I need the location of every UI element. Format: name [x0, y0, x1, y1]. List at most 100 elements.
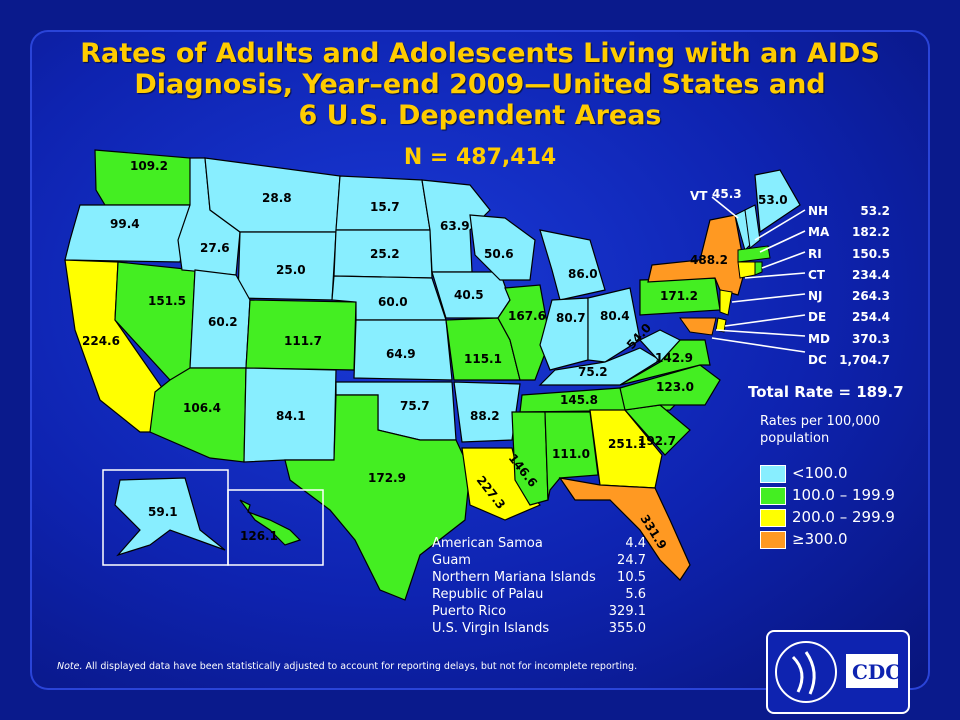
legend-label-3: ≥300.0	[792, 530, 848, 548]
state-CT	[737, 261, 756, 279]
total-count: N = 487,414	[403, 145, 557, 170]
state-value-KY: 75.2	[578, 365, 608, 379]
state-IN	[539, 297, 589, 371]
state-value-OR: 99.4	[110, 217, 140, 231]
state-TX	[284, 394, 471, 601]
area-row: American Samoa 4.4	[432, 536, 646, 551]
state-value-MI: 86.0	[568, 267, 598, 281]
state-value-MT: 28.8	[262, 191, 292, 205]
ne-row-NH: NH 53.2	[808, 204, 890, 218]
state-value-AZ: 106.4	[183, 401, 221, 415]
state-value-MO: 115.1	[464, 352, 502, 366]
state-MD	[679, 317, 717, 336]
state-MS	[511, 411, 549, 506]
ne-row-DE: DE 254.4	[808, 310, 890, 325]
ne-row-RI: RI 150.5	[808, 246, 890, 261]
state-MA	[737, 245, 771, 263]
title-line-1: Rates of Adults and Adolescents Living w…	[80, 38, 880, 69]
state-value-ME: 53.0	[758, 193, 788, 207]
vt-abbr: VT	[690, 189, 708, 203]
state-value-ND: 15.7	[370, 200, 400, 214]
ne-row-CT: CT 234.4	[808, 267, 890, 282]
state-value-WY: 25.0	[276, 263, 306, 277]
state-NY	[647, 214, 746, 296]
state-WI	[469, 214, 536, 281]
title-line-3: 6 U.S. Dependent Areas	[298, 100, 662, 131]
ne-row-DC: DC 1,704.7	[808, 353, 890, 368]
state-value-CO: 111.7	[284, 334, 322, 348]
state-DE	[715, 317, 727, 333]
state-value-MN: 63.9	[440, 219, 470, 233]
state-value-ID: 27.6	[200, 241, 230, 255]
area-row: U.S. Virgin Islands 355.0	[432, 621, 646, 636]
state-value-UT: 60.2	[208, 315, 238, 329]
state-value-AK: 59.1	[148, 505, 178, 519]
state-value-GA: 251.1	[608, 437, 646, 451]
state-value-NY: 488.2	[690, 253, 728, 267]
state-OH	[587, 287, 641, 363]
state-value-NV: 151.5	[148, 294, 186, 308]
state-value-AL: 111.0	[552, 447, 590, 461]
map-title: Rates of Adults and Adolescents Living w…	[0, 38, 960, 131]
state-AR	[453, 381, 521, 443]
area-row: Guam 24.7	[432, 553, 646, 568]
state-value-OH: 80.4	[600, 309, 630, 323]
state-value-AR: 88.2	[470, 409, 500, 423]
state-KS	[353, 319, 453, 381]
northeast-list: NH 53.2 MA 182.2 RI 150.5 CT 234.4 NJ 264.3 DE 254.…	[808, 204, 890, 374]
state-value-IL: 167.6	[508, 309, 546, 323]
state-NJ	[719, 289, 733, 316]
state-WV	[639, 329, 681, 363]
state-LA	[461, 447, 541, 521]
state-value-SC: 192.7	[638, 434, 676, 448]
state-value-OK: 75.7	[400, 399, 430, 413]
ne-row-MA: MA 182.2	[808, 225, 890, 240]
state-value-WA: 109.2	[130, 159, 168, 173]
ne-row-NJ: NJ 264.3	[808, 289, 890, 304]
state-IL	[497, 284, 551, 381]
hhs-cdc-logo: CDC	[766, 630, 910, 714]
state-AZ	[149, 367, 247, 463]
state-value-IA: 40.5	[454, 288, 484, 302]
hawaii-inset-frame	[227, 489, 324, 566]
state-value-NE: 60.0	[378, 295, 408, 309]
legend-label-2: 200.0 – 299.9	[792, 508, 895, 526]
dependent-areas-list: American Samoa 4.4 Guam 24.7 Northern Marian…	[432, 535, 646, 637]
rates-note: Rates per 100,000 population	[760, 414, 881, 446]
state-value-TX: 172.9	[368, 471, 406, 485]
legend-label-0: <100.0	[792, 464, 848, 482]
state-value-KS: 64.9	[386, 347, 416, 361]
vt-value: 45.3	[712, 187, 742, 201]
legend-swatch-0	[760, 465, 786, 483]
state-value-VA: 142.9	[655, 351, 693, 365]
area-row: Republic of Palau 5.6	[432, 587, 646, 602]
state-value-SD: 25.2	[370, 247, 400, 261]
total-rate: Total Rate = 189.7	[748, 383, 904, 401]
title-line-2: Diagnosis, Year–end 2009—United States a…	[134, 69, 826, 100]
legend-swatch-2	[760, 509, 786, 527]
ne-row-MD: MD 370.3	[808, 331, 890, 346]
state-value-IN: 80.7	[556, 311, 586, 325]
state-FL	[558, 477, 691, 581]
state-HI	[239, 499, 302, 546]
state-MI	[539, 229, 606, 301]
cdc-logo-text: CDC	[852, 660, 902, 684]
state-MN	[421, 179, 491, 273]
state-ME	[754, 169, 801, 234]
state-value-NC: 123.0	[656, 380, 694, 394]
state-NH	[744, 204, 761, 249]
area-row: Northern Mariana Islands 10.5	[432, 570, 646, 585]
state-value-PA: 171.2	[660, 289, 698, 303]
legend-swatch-3	[760, 531, 786, 549]
legend-swatch-1	[760, 487, 786, 505]
state-value-HI: 126.1	[240, 529, 278, 543]
state-value-TN: 145.8	[560, 393, 598, 407]
footnote: Note. All displayed data have been stati…	[57, 661, 638, 672]
state-value-WI: 50.6	[484, 247, 514, 261]
area-row: Puerto Rico 329.1	[432, 604, 646, 619]
legend-label-1: 100.0 – 199.9	[792, 486, 895, 504]
state-value-NM: 84.1	[276, 409, 306, 423]
state-value-CA: 224.6	[82, 334, 120, 348]
state-RI	[754, 261, 763, 276]
